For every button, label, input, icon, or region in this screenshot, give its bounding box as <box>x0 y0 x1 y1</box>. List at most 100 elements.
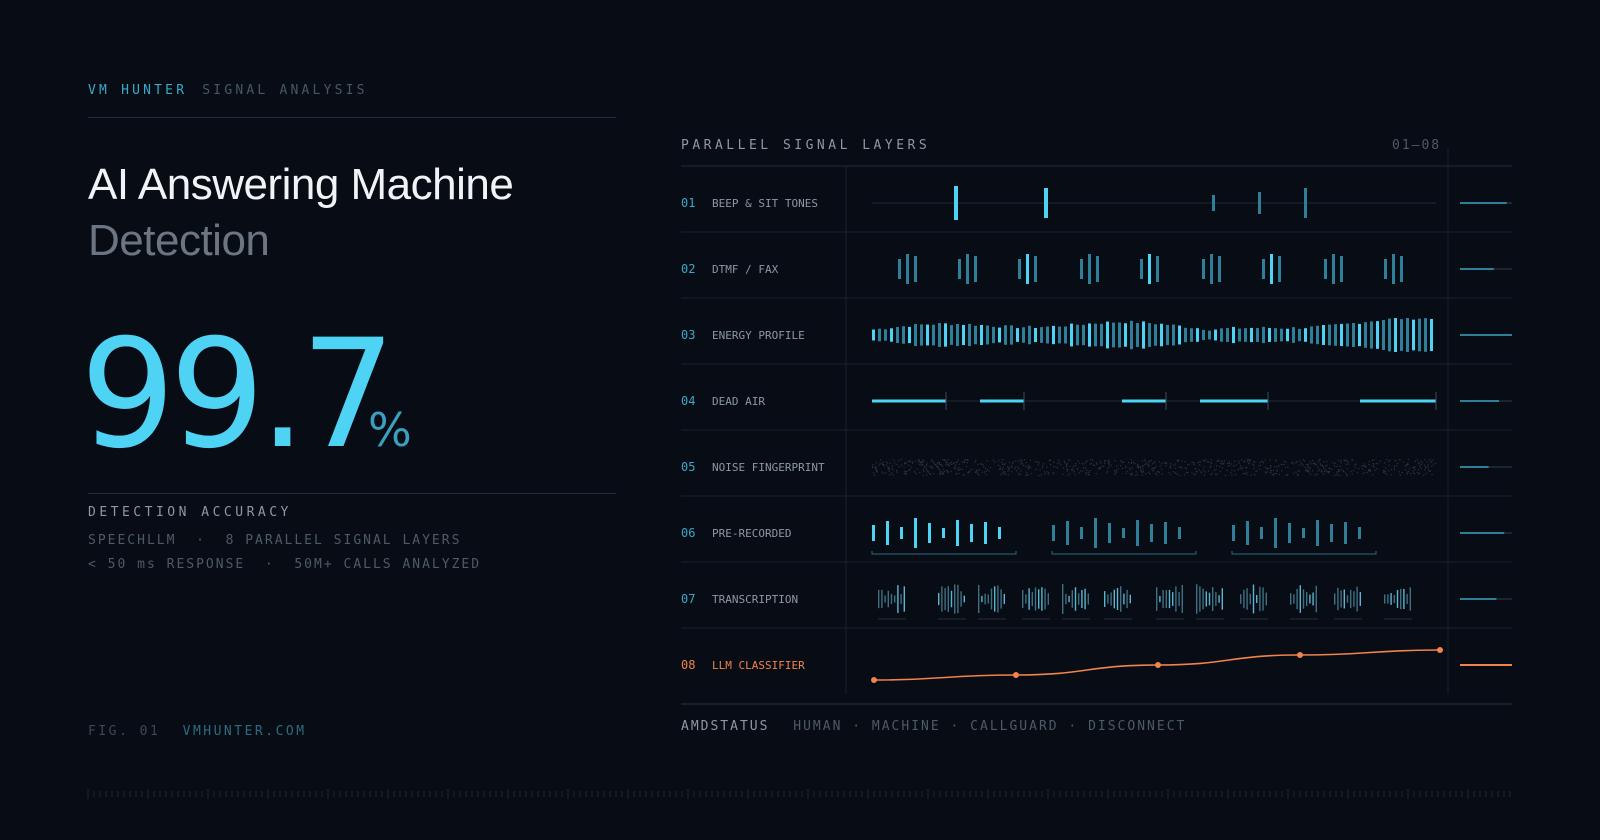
noise-dot <box>872 466 874 468</box>
transcription-stroke <box>903 586 905 612</box>
noise-dot <box>1029 466 1031 469</box>
noise-dot <box>997 460 1000 462</box>
energy-bar <box>1334 324 1337 346</box>
noise-dot <box>1152 469 1154 471</box>
noise-dot <box>1231 474 1233 476</box>
noise-dot <box>942 459 944 461</box>
noise-dot <box>1096 463 1098 465</box>
noise-dot <box>1087 474 1089 476</box>
noise-dot <box>1420 460 1422 462</box>
noise-dot <box>1324 465 1326 467</box>
noise-dot <box>941 472 944 475</box>
noise-dot <box>1340 468 1342 470</box>
energy-bar <box>1256 328 1259 342</box>
tone-pulse <box>1304 188 1307 218</box>
noise-dot <box>1364 465 1366 467</box>
site-link[interactable]: VMHUNTER.COM <box>182 724 307 739</box>
transcription-stroke <box>947 586 949 612</box>
noise-dot <box>1362 464 1364 467</box>
transcription-stroke <box>1113 589 1115 609</box>
dtmf-tone <box>1340 256 1343 282</box>
energy-bar <box>1250 327 1253 343</box>
noise-dot <box>1369 469 1372 471</box>
transcription-stroke <box>1126 589 1128 609</box>
tone-pulse <box>1258 192 1261 214</box>
noise-dot <box>979 463 982 465</box>
noise-dot <box>937 466 939 469</box>
noise-dot <box>934 463 936 466</box>
noise-dot <box>903 466 905 469</box>
transcription-stroke <box>900 594 902 604</box>
noise-dot <box>908 469 910 471</box>
noise-dot <box>1329 467 1331 469</box>
noise-dot <box>1242 472 1245 475</box>
noise-dot <box>873 472 875 474</box>
noise-dot <box>1256 470 1258 472</box>
noise-dot <box>929 473 931 475</box>
noise-dot <box>887 468 889 470</box>
noise-dot <box>920 462 922 464</box>
noise-dot <box>1337 474 1339 476</box>
noise-dot <box>1259 461 1261 464</box>
noise-dot <box>1025 474 1027 476</box>
noise-dot <box>1427 466 1429 468</box>
noise-dot <box>1064 462 1066 464</box>
transcription-stroke <box>994 586 996 612</box>
prerecorded-bar <box>1260 527 1263 539</box>
noise-dot <box>912 462 914 464</box>
energy-bar <box>1304 328 1307 342</box>
noise-dot <box>932 466 934 469</box>
noise-dot <box>1379 460 1381 462</box>
noise-dot <box>1070 469 1073 471</box>
noise-dot <box>891 472 893 474</box>
noise-dot <box>1313 462 1315 464</box>
transcription-stroke <box>1205 591 1207 607</box>
noise-dot <box>1165 462 1167 464</box>
transcription-stroke <box>1246 588 1248 610</box>
page-title: AI Answering Machine <box>88 160 514 209</box>
noise-dot <box>1155 466 1157 468</box>
noise-dot <box>1224 474 1227 477</box>
noise-dot <box>1063 460 1065 462</box>
dtmf-tone <box>1088 254 1091 284</box>
noise-dot <box>875 471 878 473</box>
noise-dot <box>1003 473 1005 475</box>
layer-label: ENERGY PROFILE <box>712 329 805 342</box>
energy-bar <box>1070 323 1073 347</box>
noise-dot <box>1299 460 1301 462</box>
noise-dot <box>983 466 985 468</box>
noise-dot <box>1375 462 1377 465</box>
noise-dot <box>955 473 958 475</box>
noise-dot <box>1008 469 1010 471</box>
energy-bar <box>1310 326 1313 344</box>
noise-dot <box>904 470 906 472</box>
noise-dot <box>950 461 952 463</box>
panel-range: 01—08 <box>1392 138 1442 153</box>
noise-dot <box>1272 474 1275 476</box>
noise-dot <box>1001 461 1003 464</box>
noise-dot <box>1304 466 1306 469</box>
prerecorded-bar <box>1330 524 1333 542</box>
noise-dot <box>1099 460 1101 462</box>
noise-dot <box>977 463 979 466</box>
noise-dot <box>1082 470 1084 472</box>
llm-confidence-point <box>1155 662 1161 668</box>
prerecorded-bar <box>1108 523 1111 543</box>
noise-dot <box>968 471 970 473</box>
noise-dot <box>922 464 924 466</box>
dtmf-tone <box>906 254 909 284</box>
energy-bar <box>1022 327 1025 343</box>
noise-dot <box>1337 470 1340 473</box>
noise-dot <box>916 468 918 470</box>
layer-label: LLM CLASSIFIER <box>712 659 805 672</box>
noise-dot <box>1025 471 1028 474</box>
prerecorded-bar <box>942 528 945 538</box>
noise-dot <box>1345 474 1348 476</box>
noise-dot <box>985 470 987 472</box>
transcription-stroke <box>1221 588 1223 610</box>
noise-dot <box>1067 474 1069 476</box>
noise-dot <box>1285 461 1287 463</box>
energy-bar <box>1388 318 1391 352</box>
dtmf-tone <box>1156 256 1159 282</box>
transcription-stroke <box>1062 584 1064 614</box>
